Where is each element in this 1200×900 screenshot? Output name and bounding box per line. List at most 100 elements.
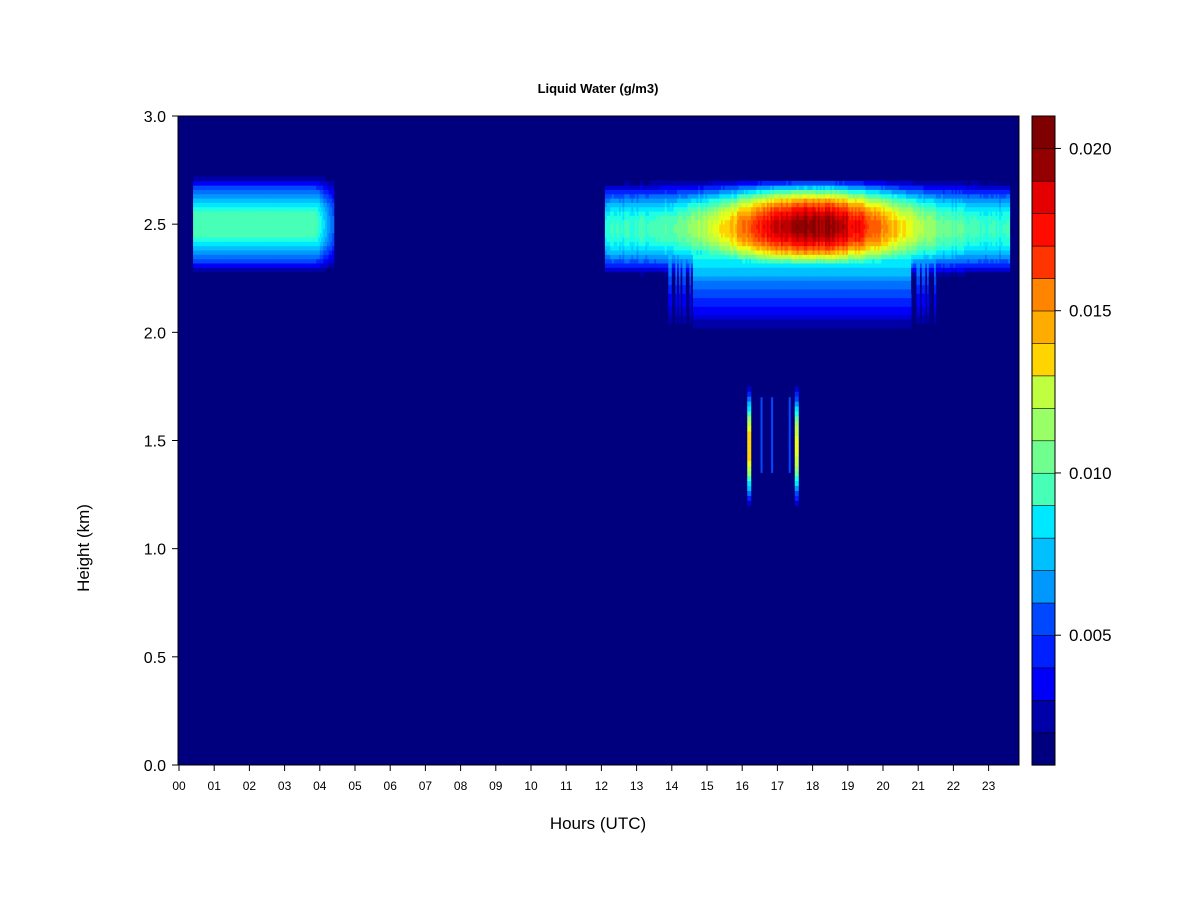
heatmap-cell	[265, 250, 268, 255]
heatmap-cell	[319, 180, 322, 186]
heatmap-cell	[604, 254, 608, 260]
heatmap-cell	[627, 185, 630, 190]
heatmap-cell	[759, 215, 762, 221]
heatmap-cell	[244, 206, 247, 212]
heatmap-cell	[622, 219, 625, 225]
heatmap-cell	[249, 202, 252, 208]
heatmap-cell	[749, 219, 752, 225]
heatmap-cell	[772, 185, 775, 190]
heatmap-cell	[684, 232, 687, 238]
heatmap-cell	[263, 237, 266, 242]
heatmap-cell	[666, 228, 669, 234]
heatmap-cell	[765, 280, 768, 286]
heatmap-cell	[259, 241, 263, 247]
heatmap-cell	[787, 232, 791, 238]
heatmap-cell	[747, 245, 750, 251]
heatmap-cell	[745, 219, 748, 225]
heatmap-cell	[719, 189, 722, 195]
heatmap-cell	[754, 193, 757, 199]
heatmap-cell	[705, 202, 708, 208]
heatmap-cell	[768, 297, 771, 303]
heatmap-cell	[735, 263, 738, 268]
heatmap-cell	[311, 254, 314, 260]
heatmap-cell	[678, 211, 681, 216]
heatmap-cell	[240, 263, 243, 268]
heatmap-cell	[696, 211, 699, 216]
heatmap-cell	[208, 211, 212, 216]
heatmap-cell	[205, 232, 208, 238]
heatmap-cell	[701, 219, 704, 225]
heatmap-cell	[311, 250, 314, 255]
heatmap-cell	[233, 245, 236, 251]
heatmap-cell	[207, 176, 210, 182]
heatmap-cell	[615, 180, 618, 186]
heatmap-cell	[307, 211, 310, 216]
heatmap-cell	[699, 293, 703, 299]
heatmap-cell	[677, 284, 680, 290]
heatmap-cell	[196, 228, 199, 234]
heatmap-cell	[604, 202, 608, 208]
heatmap-cell	[795, 245, 798, 251]
heatmap-cell	[740, 245, 743, 251]
heatmap-cell	[652, 206, 655, 212]
heatmap-cell	[696, 306, 699, 312]
heatmap-cell	[678, 258, 681, 264]
heatmap-cell	[613, 267, 616, 273]
heatmap-cell	[203, 215, 206, 221]
heatmap-cell	[277, 224, 280, 229]
heatmap-cell	[721, 250, 724, 255]
heatmap-cell	[664, 189, 667, 195]
heatmap-cell	[715, 224, 718, 229]
heatmap-cell	[221, 254, 224, 260]
heatmap-cell	[685, 267, 689, 273]
heatmap-cell	[687, 211, 690, 216]
heatmap-cell	[777, 189, 780, 195]
heatmap-cell	[761, 250, 764, 255]
heatmap-cell	[330, 267, 333, 273]
heatmap-cell	[772, 211, 775, 216]
heatmap-cell	[219, 237, 222, 242]
heatmap-cell	[710, 193, 713, 199]
heatmap-cell	[703, 237, 706, 242]
heatmap-cell	[316, 232, 319, 238]
heatmap-cell	[779, 250, 782, 255]
heatmap-cell	[777, 193, 780, 199]
heatmap-cell	[622, 193, 625, 199]
heatmap-cell	[228, 224, 231, 229]
heatmap-cell	[786, 219, 789, 225]
heatmap-cell	[714, 315, 717, 320]
heatmap-cell	[305, 228, 308, 234]
heatmap-cell	[773, 302, 777, 307]
heatmap-cell	[685, 228, 689, 234]
heatmap-cell	[638, 219, 641, 225]
heatmap-cell	[282, 254, 285, 260]
heatmap-cell	[765, 319, 768, 325]
heatmap-cell	[631, 267, 634, 273]
heatmap-cell	[671, 224, 674, 229]
heatmap-cell	[692, 228, 696, 234]
heatmap-cell	[282, 180, 285, 186]
heatmap-cell	[791, 245, 794, 251]
heatmap-cell	[752, 258, 755, 264]
heatmap-cell	[735, 211, 738, 216]
heatmap-cell	[326, 254, 329, 260]
heatmap-cell	[722, 263, 725, 268]
heatmap-cell	[258, 237, 261, 242]
heatmap-cell	[670, 263, 673, 268]
heatmap-cell	[613, 219, 616, 225]
heatmap-cell	[703, 185, 706, 190]
heatmap-cell	[768, 306, 771, 312]
heatmap-cell	[784, 224, 787, 229]
heatmap-cell	[795, 211, 798, 216]
heatmap-cell	[613, 224, 616, 229]
heatmap-cell	[261, 241, 264, 247]
heatmap-cell	[668, 219, 671, 225]
heatmap-cell	[224, 219, 227, 225]
heatmap-cell	[323, 267, 326, 273]
heatmap-cell	[763, 323, 766, 329]
heatmap-cell	[633, 241, 636, 247]
heatmap-cell	[217, 198, 220, 203]
heatmap-cell	[758, 284, 761, 290]
heatmap-cell	[636, 237, 639, 242]
heatmap-cell	[708, 198, 711, 203]
